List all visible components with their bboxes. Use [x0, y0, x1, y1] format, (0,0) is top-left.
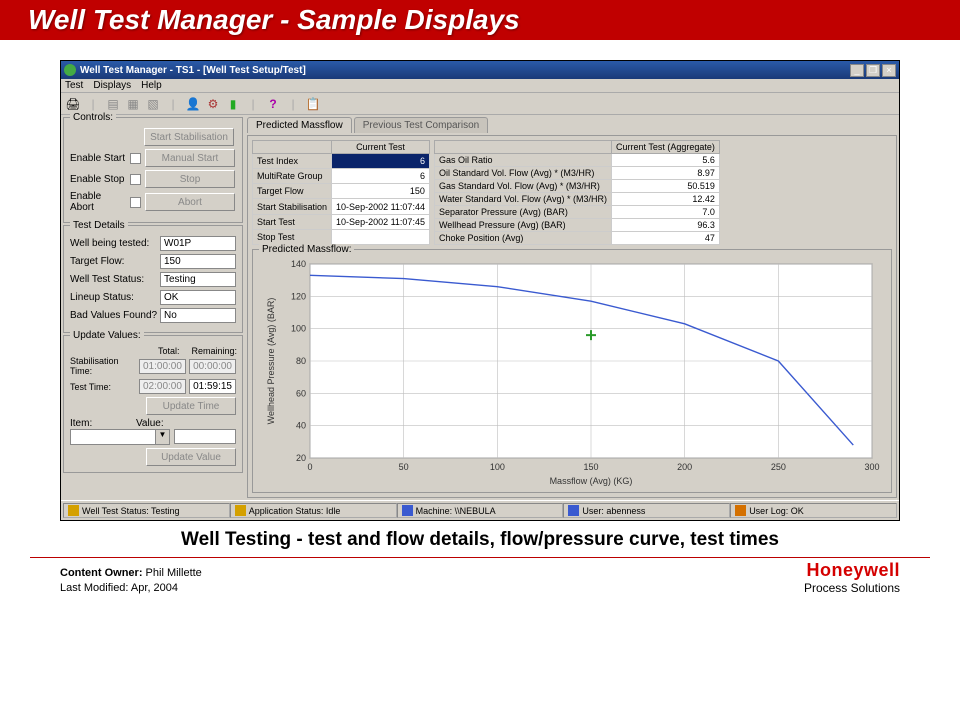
svg-text:Massflow (Avg) (KG): Massflow (Avg) (KG) [550, 476, 633, 486]
control-button[interactable]: Stop [145, 170, 235, 188]
item-value-input[interactable] [174, 429, 236, 444]
svg-text:50: 50 [399, 462, 409, 472]
tab-strip: Predicted Massflow Previous Test Compari… [247, 117, 897, 133]
detail-field[interactable]: 150 [160, 254, 236, 269]
update-values-group: Update Values: Total: Remaining: Stabili… [63, 335, 243, 473]
slide-caption: Well Testing - test and flow details, fl… [20, 529, 940, 551]
brand-logo: Honeywell [804, 560, 900, 581]
svg-text:100: 100 [291, 324, 306, 334]
test-total: 02:00:00 [139, 379, 186, 394]
svg-text:100: 100 [490, 462, 505, 472]
statusbar: Well Test Status: TestingApplication Sta… [61, 500, 899, 520]
status-cell: User Log: OK [730, 503, 897, 518]
toolbar: 🖨 | ▤ ▦ ▧ | 👤 ⚙ ▮ | ? | 📋 [61, 93, 899, 115]
test-remaining[interactable]: 01:59:15 [189, 379, 236, 394]
item-dropdown[interactable]: ▼ [70, 429, 170, 445]
tab-previous-test[interactable]: Previous Test Comparison [354, 117, 489, 133]
help-icon[interactable]: ? [265, 96, 281, 112]
control-label: Enable Abort [70, 191, 126, 213]
status-cell: Application Status: Idle [230, 503, 397, 518]
tool-icon-3[interactable]: ▧ [145, 96, 161, 112]
chart-icon[interactable]: ▮ [225, 96, 241, 112]
svg-text:60: 60 [296, 388, 306, 398]
svg-text:140: 140 [291, 259, 306, 269]
slide-footer: Content Owner: Phil Millette Last Modifi… [30, 557, 930, 595]
control-button[interactable]: Abort [145, 193, 235, 211]
test-details-group: Test Details Well being tested:W01PTarge… [63, 225, 243, 333]
svg-text:0: 0 [307, 462, 312, 472]
status-icon [68, 505, 79, 516]
status-cell: Well Test Status: Testing [63, 503, 230, 518]
status-cell: Machine: \\NEBULA [397, 503, 564, 518]
svg-text:40: 40 [296, 421, 306, 431]
svg-text:20: 20 [296, 453, 306, 463]
app-window: Well Test Manager - TS1 - [Well Test Set… [60, 60, 900, 521]
current-test-table: Current Test Test Index6MultiRate Group6… [252, 140, 430, 245]
app-icon [64, 64, 76, 76]
svg-text:80: 80 [296, 356, 306, 366]
detail-field[interactable]: OK [160, 290, 236, 305]
tool-icon-1[interactable]: ▤ [105, 96, 121, 112]
status-icon [402, 505, 413, 516]
tab-predicted-massflow[interactable]: Predicted Massflow [247, 117, 352, 133]
status-icon [568, 505, 579, 516]
stab-remaining: 00:00:00 [189, 359, 236, 374]
status-cell: User: abenness [563, 503, 730, 518]
enable-checkbox[interactable] [130, 197, 141, 208]
enable-checkbox[interactable] [130, 174, 141, 185]
status-icon [735, 505, 746, 516]
control-button[interactable]: Manual Start [145, 149, 235, 167]
stab-total: 01:00:00 [139, 359, 186, 374]
print-icon[interactable]: 🖨 [65, 96, 81, 112]
tab-body: Current Test Test Index6MultiRate Group6… [247, 135, 897, 498]
enable-checkbox[interactable] [130, 153, 141, 164]
window-titlebar: Well Test Manager - TS1 - [Well Test Set… [61, 61, 899, 79]
menubar: Test Displays Help [61, 79, 899, 93]
svg-text:250: 250 [771, 462, 786, 472]
tool-icon-2[interactable]: ▦ [125, 96, 141, 112]
svg-text:120: 120 [291, 291, 306, 301]
svg-text:Wellhead Pressure (Avg) (BAR): Wellhead Pressure (Avg) (BAR) [266, 298, 276, 425]
window-title: Well Test Manager - TS1 - [Well Test Set… [80, 65, 848, 76]
minimize-button[interactable]: _ [850, 64, 864, 77]
control-label: Enable Start [70, 153, 126, 164]
tree-icon[interactable]: ⚙ [205, 96, 221, 112]
menu-help[interactable]: Help [141, 80, 162, 91]
menu-displays[interactable]: Displays [93, 80, 131, 91]
status-icon [235, 505, 246, 516]
close-button[interactable]: × [882, 64, 896, 77]
detail-field[interactable]: No [160, 308, 236, 323]
update-value-button[interactable]: Update Value [146, 448, 236, 466]
svg-text:300: 300 [864, 462, 879, 472]
control-button[interactable]: Start Stabilisation [144, 128, 234, 146]
detail-field[interactable]: W01P [160, 236, 236, 251]
svg-text:150: 150 [583, 462, 598, 472]
control-label: Enable Stop [70, 174, 126, 185]
chart-group: Predicted Massflow: 05010015020025030020… [252, 249, 892, 493]
menu-test[interactable]: Test [65, 80, 83, 91]
aggregate-table: Current Test (Aggregate) Gas Oil Ratio5.… [434, 140, 720, 245]
maximize-button[interactable]: ❐ [866, 64, 880, 77]
slide-title: Well Test Manager - Sample Displays [0, 0, 960, 40]
user-icon[interactable]: 👤 [185, 96, 201, 112]
controls-group: Controls: Start StabilisationEnable Star… [63, 117, 243, 223]
update-time-button[interactable]: Update Time [146, 397, 236, 415]
clipboard-icon[interactable]: 📋 [305, 96, 321, 112]
detail-field[interactable]: Testing [160, 272, 236, 287]
massflow-chart: 0 50 100 150 200 250 300 20 40 60 80 100 120 140 Massf… [259, 256, 885, 486]
svg-text:200: 200 [677, 462, 692, 472]
